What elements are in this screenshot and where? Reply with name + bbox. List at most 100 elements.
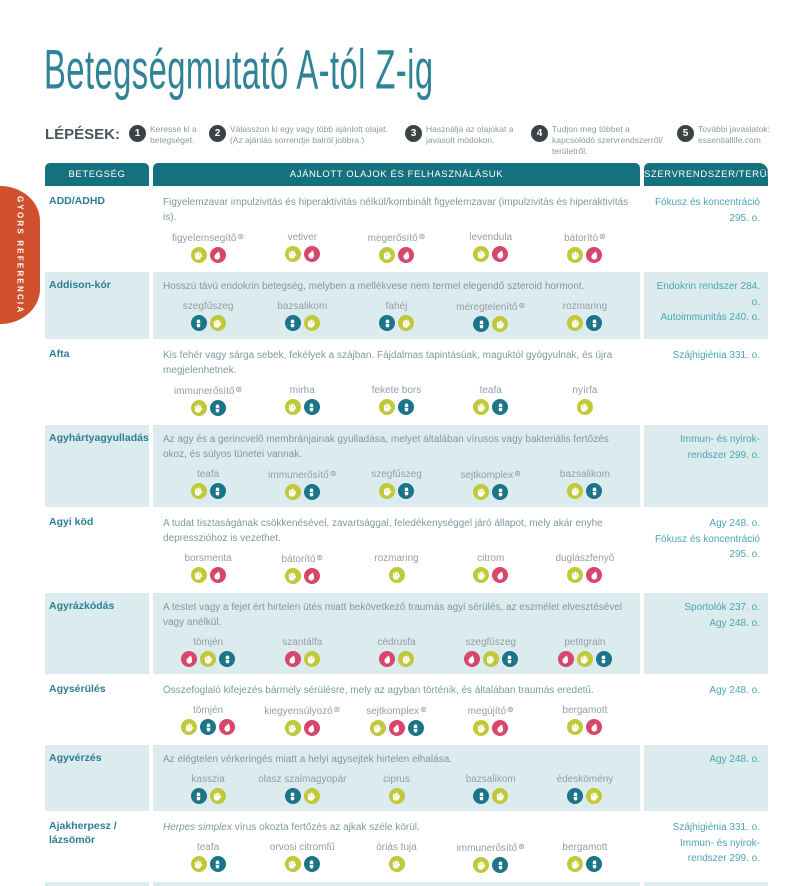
disease-name: Agyrázkódás xyxy=(45,593,149,674)
quick-reference-label: GYORS REFERENCIA xyxy=(15,195,25,315)
oil-entry: kasszia xyxy=(161,774,255,804)
drop-icon xyxy=(284,651,301,667)
drop-icon xyxy=(586,567,603,583)
capsule-icon xyxy=(190,315,207,331)
drop-icon xyxy=(492,567,509,583)
hand-icon xyxy=(473,399,490,415)
reference-line: Immun- és nyirok- xyxy=(679,837,760,849)
usage-icons xyxy=(161,856,255,872)
oil-list: szegfűszeg bazsalikom fahéj méregtelenítő⊛ r… xyxy=(161,301,632,332)
hand-icon xyxy=(482,651,499,667)
disease-name: Ajakszárazság xyxy=(45,882,149,886)
oil-entry: teafa xyxy=(444,385,538,416)
capsule-icon xyxy=(209,483,226,499)
hand-icon xyxy=(303,315,320,331)
usage-icons xyxy=(161,483,255,499)
oil-entry: immunerősítő⊛ xyxy=(161,385,255,416)
oil-name: bazsalikom xyxy=(465,774,516,785)
hand-icon xyxy=(284,856,301,872)
drop-icon xyxy=(557,651,574,667)
oil-entry: ciprus xyxy=(349,774,443,804)
hand-icon xyxy=(473,857,490,873)
oils-and-usage-cell: Összefoglaló kifejezés bármely sérülésre… xyxy=(153,676,640,743)
oil-entry: bergamott xyxy=(538,705,632,736)
oil-name: mirha xyxy=(289,385,315,396)
hand-icon xyxy=(388,788,405,804)
hand-icon xyxy=(284,246,301,262)
usage-icons xyxy=(538,719,632,735)
usage-icons xyxy=(161,247,255,263)
hand-icon xyxy=(473,484,490,500)
oil-name: tömjén xyxy=(193,705,224,716)
oil-name: szegfűszeg xyxy=(182,301,234,312)
oil-name: rozmaring xyxy=(562,301,608,312)
usage-icons xyxy=(444,857,538,873)
oil-list: tömjén kiegyensúlyozó⊛ sejtkomplex⊛ megújít… xyxy=(161,705,632,736)
oil-entry: olasz szalmagyopár xyxy=(255,774,349,804)
capsule-icon xyxy=(200,719,217,735)
blend-mark-icon: ⊛ xyxy=(329,469,337,478)
drop-icon xyxy=(492,720,509,736)
hand-icon xyxy=(181,719,198,735)
table-row: Agysérülés Összefoglaló kifejezés bármely… xyxy=(45,676,768,743)
organ-system-reference: Endokrin rendszer 284. o. Autoimmunitás 2… xyxy=(644,272,768,339)
oil-entry: bergamott xyxy=(538,842,632,873)
capsule-icon xyxy=(501,651,518,667)
usage-icons xyxy=(349,483,443,499)
usage-icons xyxy=(349,247,443,263)
disease-description: A testet vagy a fejet ért hirtelen ütés … xyxy=(163,602,623,628)
capsule-icon xyxy=(492,399,509,415)
oil-entry: sejtkomplex⊛ xyxy=(444,469,538,500)
usage-icons xyxy=(349,567,443,583)
usage-icons xyxy=(161,315,255,331)
oil-name: rozmaring xyxy=(374,553,419,564)
usage-icons xyxy=(161,651,255,667)
usage-icons xyxy=(255,720,349,736)
step-3: 3 Használja az olajokat a javasolt módok… xyxy=(405,124,524,146)
drop-icon xyxy=(219,719,236,735)
oil-name: figyelemsegítő⊛ xyxy=(172,232,245,244)
reference-line: rendszer 299. o. xyxy=(687,853,760,864)
step-2: 2 Válasszon ki egy vagy több ajánlott ol… xyxy=(209,124,398,146)
capsule-icon xyxy=(398,483,414,499)
capsule-icon xyxy=(209,856,226,872)
hand-icon xyxy=(567,719,584,735)
oils-and-usage-cell: A tudat tisztaságának csökkenésével, zav… xyxy=(153,509,640,591)
oil-name: immunerősítő⊛ xyxy=(173,385,243,397)
oil-name: fahéj xyxy=(385,301,408,312)
organ-system-reference: Szájhigiénia 331. o. Immun- és nyirok-ren… xyxy=(644,813,768,880)
usage-icons xyxy=(255,568,349,584)
oil-name: kasszia xyxy=(191,774,225,785)
usage-icons xyxy=(255,315,349,331)
disease-name: Agyvérzés xyxy=(45,745,149,811)
disease-name: Agysérülés xyxy=(49,683,106,695)
capsule-icon xyxy=(303,484,320,500)
oils-and-usage-cell: Figyelemzavar impulzivitás és hiperaktiv… xyxy=(153,188,640,270)
oil-name: bazsalikom xyxy=(277,301,328,312)
oil-name: orvosi citromfű xyxy=(269,842,335,853)
reference-line: Agy 248. o. xyxy=(709,518,760,529)
usage-icons xyxy=(349,651,443,667)
step-3-text: Használja az olajokat a javasolt módokon… xyxy=(426,124,514,146)
oil-name: nyírfa xyxy=(572,385,598,396)
step-1-number: 1 xyxy=(129,125,147,142)
oil-entry: bazsalikom xyxy=(255,301,349,332)
disease-name: Agyhártyagyulladás xyxy=(45,425,149,507)
description-italic-lead: Herpes simplex xyxy=(163,822,232,833)
hand-icon xyxy=(284,568,301,584)
usage-icons xyxy=(161,788,255,804)
oil-entry: mirha xyxy=(255,385,349,416)
reference-line: rendszer 299. o. xyxy=(687,449,760,461)
table-row: ADD/ADHD Figyelemzavar impulzivitás és hi… xyxy=(45,188,768,270)
disease-name: Ajakherpesz / lázsömör xyxy=(49,820,117,846)
step-4-number: 4 xyxy=(531,125,549,142)
step-4-text: Tudjon meg többet a kapcsolódó szervrend… xyxy=(552,124,663,157)
blend-mark-icon: ⊛ xyxy=(518,301,526,310)
blend-mark-icon: ⊛ xyxy=(514,469,521,478)
hand-icon xyxy=(473,567,490,583)
oil-entry: bazsalikom xyxy=(538,469,632,500)
oil-entry: rozmaring xyxy=(538,301,632,332)
oil-entry: levendula xyxy=(444,232,538,263)
hand-icon xyxy=(492,788,509,804)
blend-mark-icon: ⊛ xyxy=(333,705,341,714)
